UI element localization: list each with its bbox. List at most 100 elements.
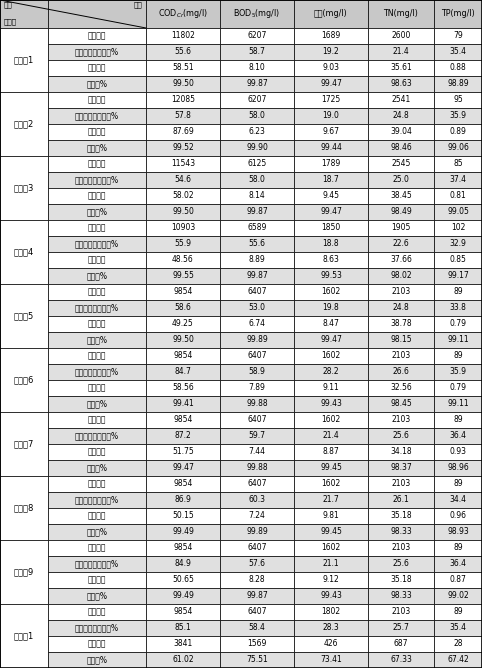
Text: 67.33: 67.33 [390, 655, 412, 665]
Text: 进水水质: 进水水质 [88, 287, 106, 297]
Bar [48, 380, 146, 396]
Text: 去除率%: 去除率% [86, 79, 107, 88]
Bar [294, 220, 368, 236]
Text: 26.1: 26.1 [393, 496, 409, 504]
Text: 19.8: 19.8 [322, 303, 339, 313]
Text: 预处理单元去除率%: 预处理单元去除率% [75, 560, 119, 568]
Text: 1602: 1602 [321, 415, 341, 424]
Text: 8.28: 8.28 [249, 576, 265, 584]
Bar [294, 252, 368, 268]
Bar [220, 428, 294, 444]
Text: 99.53: 99.53 [320, 271, 342, 281]
Text: 38.45: 38.45 [390, 192, 412, 200]
Text: 1850: 1850 [321, 224, 341, 232]
Bar [220, 108, 294, 124]
Text: 99.45: 99.45 [320, 528, 342, 536]
Bar [48, 44, 146, 60]
Bar [434, 140, 482, 156]
Bar [48, 332, 146, 348]
Bar [434, 332, 482, 348]
Bar [146, 252, 220, 268]
Bar [220, 220, 294, 236]
Bar [220, 444, 294, 460]
Text: 58.6: 58.6 [174, 303, 191, 313]
Text: 89: 89 [453, 607, 463, 617]
Bar [368, 604, 434, 620]
Text: 99.47: 99.47 [320, 208, 342, 216]
Text: 60.3: 60.3 [249, 496, 266, 504]
Text: 99.47: 99.47 [320, 335, 342, 345]
Text: TP(mg/l): TP(mg/l) [441, 9, 475, 19]
Bar [368, 220, 434, 236]
Bar [368, 204, 434, 220]
Bar [434, 652, 482, 668]
Bar [368, 284, 434, 300]
Text: 37.4: 37.4 [450, 176, 467, 184]
Bar [294, 620, 368, 636]
Text: 84.7: 84.7 [174, 367, 191, 377]
Text: 出水水质: 出水水质 [88, 639, 106, 649]
Text: 57.6: 57.6 [249, 560, 266, 568]
Text: 0.87: 0.87 [450, 576, 467, 584]
Bar [146, 236, 220, 252]
Text: 2103: 2103 [391, 480, 411, 488]
Text: 102: 102 [451, 224, 465, 232]
Bar [294, 108, 368, 124]
Text: 去除率%: 去除率% [86, 655, 107, 665]
Text: 2103: 2103 [391, 287, 411, 297]
Bar [294, 412, 368, 428]
Text: 32.56: 32.56 [390, 383, 412, 393]
Bar [294, 460, 368, 476]
Text: 10903: 10903 [171, 224, 195, 232]
Bar [368, 460, 434, 476]
Text: 实施例7: 实施例7 [14, 440, 34, 448]
Bar [294, 268, 368, 284]
Bar [220, 28, 294, 44]
Bar [48, 140, 146, 156]
Text: 进水水质: 进水水质 [88, 96, 106, 104]
Text: 48.56: 48.56 [172, 255, 194, 265]
Text: 预处理单元去除率%: 预处理单元去除率% [75, 47, 119, 57]
Bar [294, 652, 368, 668]
Text: 实施例9: 实施例9 [14, 568, 34, 576]
Text: 99.55: 99.55 [172, 271, 194, 281]
Bar [0, 156, 48, 220]
Text: 28: 28 [453, 639, 463, 649]
Text: 98.45: 98.45 [390, 399, 412, 409]
Text: 出水水质: 出水水质 [88, 128, 106, 136]
Bar [368, 156, 434, 172]
Bar [48, 364, 146, 380]
Bar [434, 188, 482, 204]
Bar [434, 620, 482, 636]
Bar [368, 188, 434, 204]
Bar [368, 636, 434, 652]
Text: 54.6: 54.6 [174, 176, 191, 184]
Bar [294, 188, 368, 204]
Bar [368, 140, 434, 156]
Text: 39.04: 39.04 [390, 128, 412, 136]
Text: 24.8: 24.8 [393, 303, 409, 313]
Text: 9854: 9854 [174, 415, 193, 424]
Text: 处理样: 处理样 [4, 19, 17, 25]
Text: 1602: 1602 [321, 480, 341, 488]
Text: 50.15: 50.15 [172, 512, 194, 520]
Text: 73.41: 73.41 [320, 655, 342, 665]
Bar [294, 332, 368, 348]
Text: 99.05: 99.05 [447, 208, 469, 216]
Bar [220, 300, 294, 316]
Bar [0, 220, 48, 284]
Bar [294, 572, 368, 588]
Text: 预处理单元去除率%: 预处理单元去除率% [75, 623, 119, 633]
Text: 6407: 6407 [247, 607, 267, 617]
Text: 99.87: 99.87 [246, 591, 268, 601]
Bar [146, 92, 220, 108]
Text: 1689: 1689 [321, 31, 341, 41]
Text: 9854: 9854 [174, 480, 193, 488]
Text: 1802: 1802 [321, 607, 341, 617]
Text: 9.81: 9.81 [322, 512, 339, 520]
Text: 6407: 6407 [247, 351, 267, 361]
Text: 35.9: 35.9 [450, 112, 467, 120]
Text: 99.50: 99.50 [172, 79, 194, 88]
Bar [368, 572, 434, 588]
Text: 26.6: 26.6 [392, 367, 409, 377]
